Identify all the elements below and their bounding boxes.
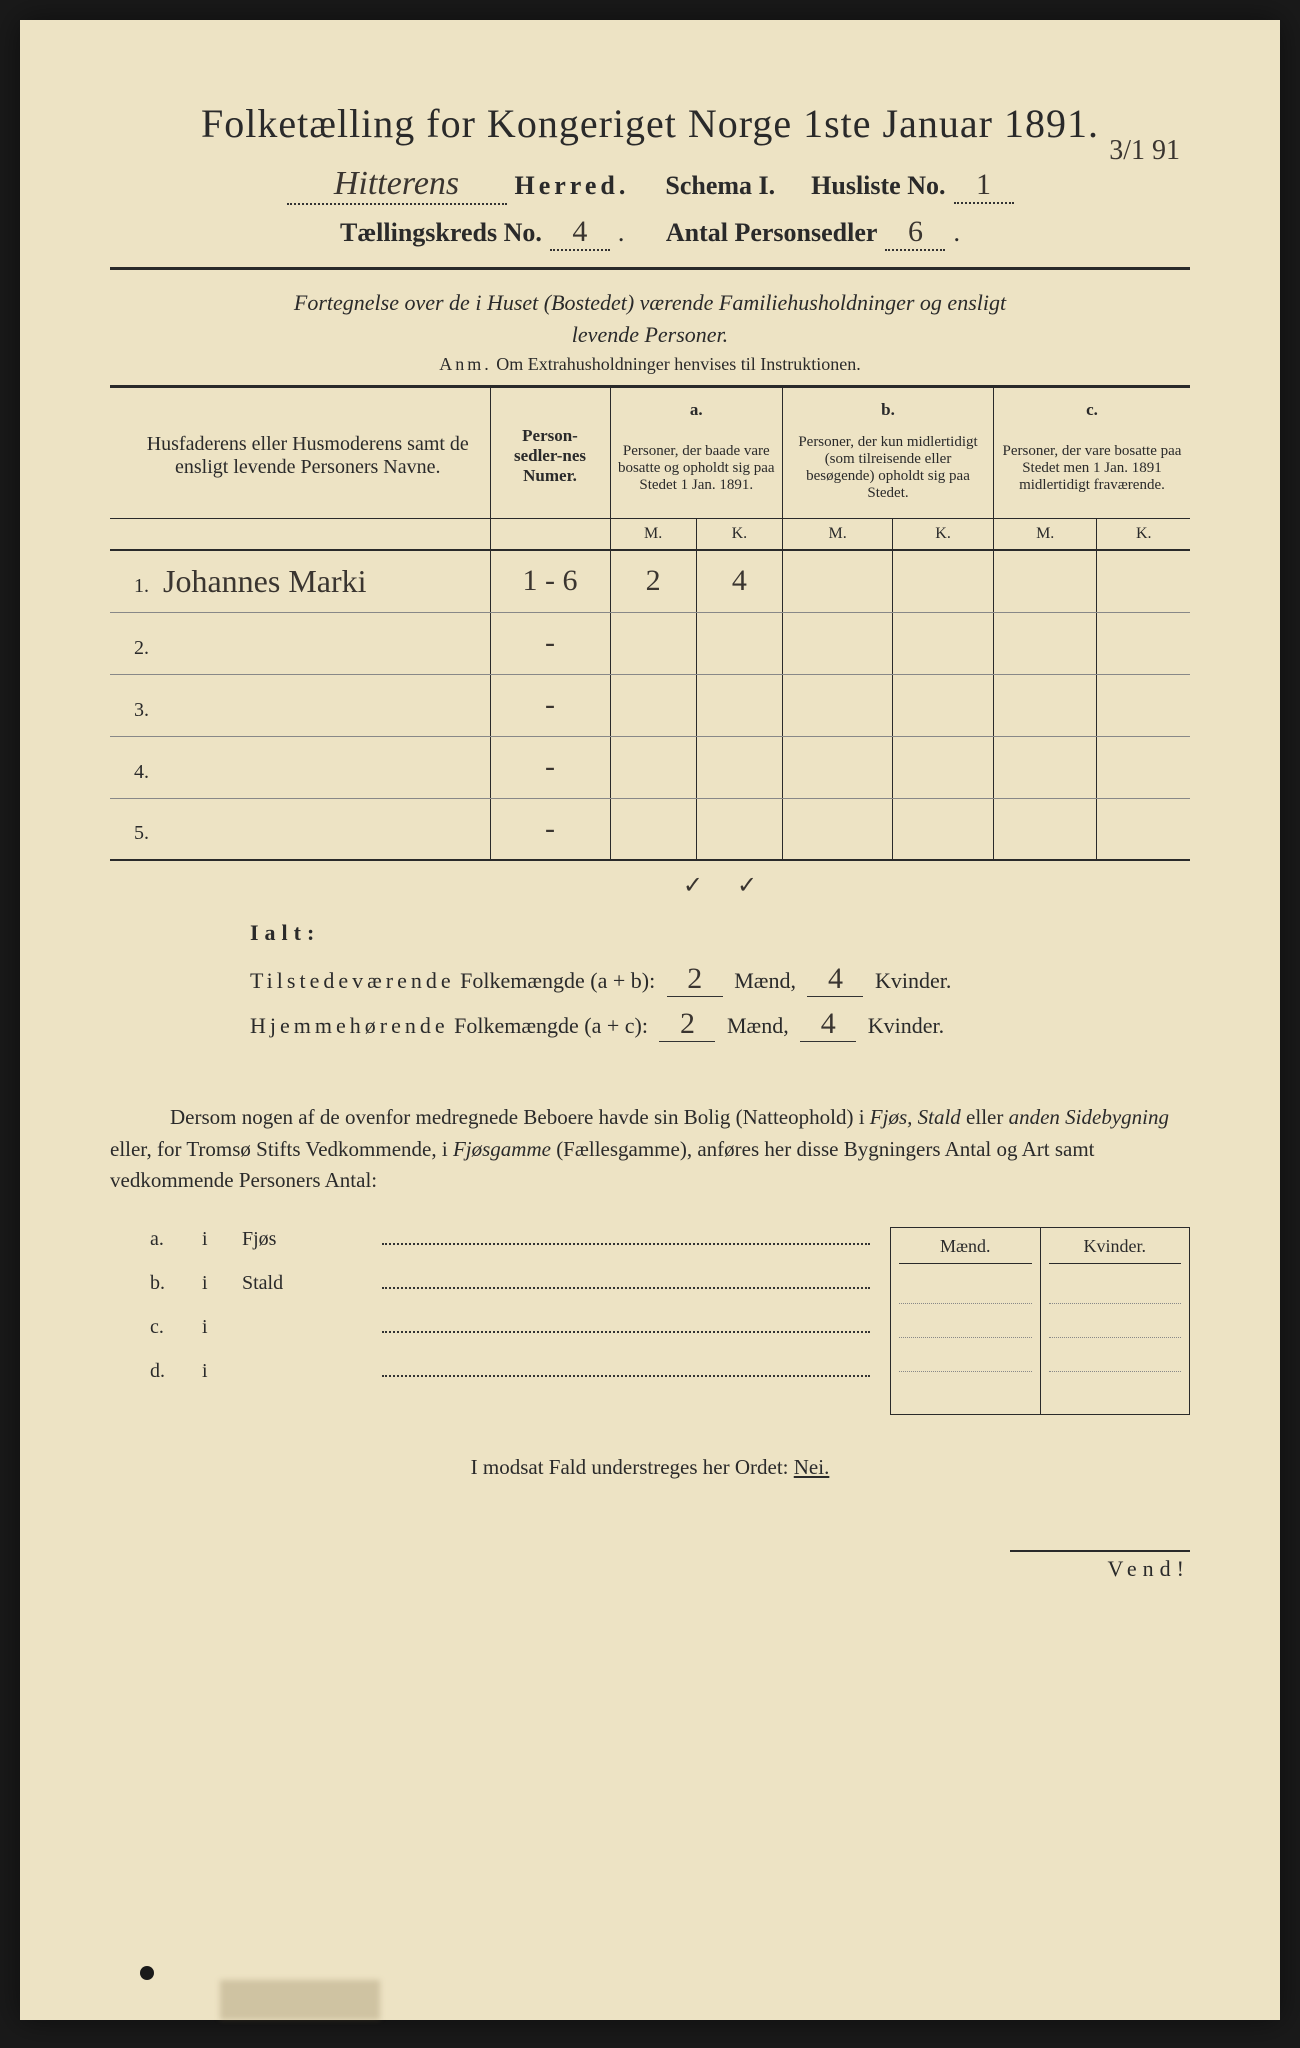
herred-value: Hitterens <box>287 165 507 205</box>
sub-right: Mænd. Kvinder. <box>890 1227 1190 1415</box>
mk-cm: M. <box>993 519 1097 551</box>
table-row: 1. Johannes Marki1 - 624 <box>110 550 1190 612</box>
check-marks: ✓ ✓ <box>110 871 1190 900</box>
sub-col-kvinder: Kvinder. <box>1041 1228 1190 1414</box>
sub-row: b.iStald <box>150 1271 870 1305</box>
nei: Nei. <box>794 1455 830 1479</box>
col-header-b-top: b. <box>783 387 994 427</box>
subtitle-2: levende Personer. <box>110 322 1190 348</box>
annotation-line: Anm. Om Extrahusholdninger henvises til … <box>110 354 1190 375</box>
col-header-c-top: c. <box>993 387 1190 427</box>
husliste-label: Husliste No. <box>811 171 945 201</box>
v2m: 2 <box>659 1007 715 1042</box>
v2k: 4 <box>800 1007 856 1042</box>
sub-row: d.i <box>150 1359 870 1393</box>
col-header-a: Personer, der baade vare bosatte og opho… <box>610 426 783 519</box>
col-header-b: Personer, der kun midlertidigt (som tilr… <box>783 426 994 519</box>
kreds-label: Tællingskreds No. <box>340 218 542 248</box>
husliste-value: 1 <box>954 168 1014 204</box>
anm-text: Om Extrahusholdninger henvises til Instr… <box>496 354 860 374</box>
page-title: Folketælling for Kongeriget Norge 1ste J… <box>110 100 1190 147</box>
ialt-line-1: Tilstedeværende Folkemængde (a + b): 2 M… <box>250 962 1190 997</box>
col-header-names: Husfaderens eller Husmoderens samt de en… <box>110 387 490 519</box>
col-header-c: Personer, der vare bosatte paa Stedet me… <box>993 426 1190 519</box>
header-line-2: Tællingskreds No. 4 . Antal Personsedler… <box>110 215 1190 251</box>
antal-value: 6 <box>885 215 945 251</box>
sub-row: c.i <box>150 1315 870 1349</box>
sub-table: a.iFjøs b.iStald c.i d.i Mænd. Kvinder. <box>110 1227 1190 1415</box>
schema-label: Schema I. <box>665 171 775 201</box>
mk-bk: K. <box>893 519 994 551</box>
v1k: 4 <box>807 962 863 997</box>
table-row: 3. - <box>110 674 1190 736</box>
totals-block: Ialt: Tilstedeværende Folkemængde (a + b… <box>110 920 1190 1042</box>
sub-left: a.iFjøs b.iStald c.i d.i <box>150 1227 870 1415</box>
ialt-line-2: Hjemmehørende Folkemængde (a + c): 2 Mæn… <box>250 1007 1190 1042</box>
mk-bm: M. <box>783 519 893 551</box>
header-line-1: Hitterens Herred. Schema I. Husliste No.… <box>110 165 1190 205</box>
table-row: 5. - <box>110 798 1190 860</box>
modsat-line: I modsat Fald understreges her Ordet: Ne… <box>110 1455 1190 1480</box>
divider <box>110 267 1190 270</box>
main-table: Husfaderens eller Husmoderens samt de en… <box>110 385 1190 861</box>
table-row: 4. - <box>110 736 1190 798</box>
mk-ck: K. <box>1097 519 1190 551</box>
paper-stain <box>220 1980 380 2020</box>
mk-am: M. <box>610 519 696 551</box>
col-header-a-top: a. <box>610 387 783 427</box>
vend-label: Vend! <box>1010 1550 1190 1582</box>
census-form-page: Folketælling for Kongeriget Norge 1ste J… <box>20 20 1280 2020</box>
col-header-nums: Person-sedler-nes Numer. <box>490 387 610 519</box>
sub-col-maend: Mænd. <box>891 1228 1041 1414</box>
paragraph: Dersom nogen af de ovenfor medregnede Be… <box>110 1102 1190 1197</box>
subtitle-1: Fortegnelse over de i Huset (Bostedet) v… <box>110 290 1190 316</box>
v1m: 2 <box>667 962 723 997</box>
herred-label: Herred. <box>515 171 630 201</box>
mk-ak: K. <box>696 519 782 551</box>
ialt-label: Ialt: <box>250 920 1190 946</box>
date-annotation: 3/1 91 <box>1109 135 1180 167</box>
antal-label: Antal Personsedler <box>666 218 878 248</box>
anm-label: Anm. <box>439 354 492 374</box>
ink-dot <box>140 1966 154 1980</box>
sub-row: a.iFjøs <box>150 1227 870 1261</box>
kreds-value: 4 <box>550 215 610 251</box>
table-row: 2. - <box>110 612 1190 674</box>
